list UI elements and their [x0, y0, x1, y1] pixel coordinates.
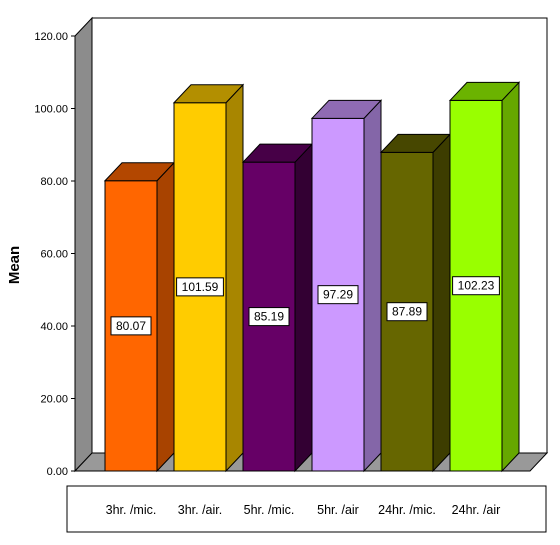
y-axis-label: Mean: [6, 246, 23, 284]
x-tick-label: 24hr. /mic.: [378, 503, 436, 517]
x-tick-label: 5hr. /air: [317, 503, 359, 517]
y-tick-label: 80.00: [40, 176, 68, 188]
x-axis-category-box: 3hr. /mic. 3hr. /air. 5hr. /mic. 5hr. /air 2…: [66, 485, 547, 533]
x-tick-label: 3hr. /air.: [178, 503, 222, 517]
category-box: [66, 485, 547, 533]
bar-top: [310, 99, 383, 119]
data-label: 97.29: [317, 285, 359, 305]
y-tick-label: 60.00: [40, 249, 68, 261]
data-label-text: 85.19: [254, 310, 284, 324]
y-tick-label: 20.00: [40, 394, 68, 406]
data-label-box: [317, 285, 359, 305]
data-label-text: 87.89: [392, 305, 422, 319]
bar-side: [156, 161, 175, 473]
bar-side: [501, 81, 520, 473]
data-label-box: [176, 277, 224, 297]
bar-side: [363, 99, 382, 473]
bar-top: [448, 81, 521, 101]
x-tick-label: 24hr. /air: [452, 503, 501, 517]
x-tick-label: 3hr. /mic.: [106, 503, 157, 517]
y-tick-label: 100.00: [34, 104, 68, 116]
data-label-text: 80.07: [116, 319, 146, 333]
side-wall: [74, 16, 93, 473]
x-tick-label: 5hr. /mic.: [244, 503, 295, 517]
bar-top: [172, 84, 245, 104]
data-label-box: [452, 276, 500, 296]
y-tick-label: 120.00: [34, 31, 68, 43]
y-axis: 0.00 20.00 40.00 60.00 80.00 100.00 120.00: [34, 31, 75, 478]
data-label-box: [386, 302, 428, 322]
data-label-box: [110, 316, 152, 336]
y-tick-label: 40.00: [40, 321, 68, 333]
bar-side: [294, 142, 313, 473]
data-label-text: 102.23: [458, 279, 495, 293]
data-labels: 80.07 101.59 85.19 97.29 87.89 102.23: [110, 276, 500, 336]
bar-side: [432, 133, 451, 473]
data-label: 101.59: [176, 277, 224, 297]
data-label: 85.19: [248, 307, 290, 327]
data-label-text: 97.29: [323, 288, 353, 302]
data-label-box: [248, 307, 290, 327]
data-label: 80.07: [110, 316, 152, 336]
data-label-text: 101.59: [182, 280, 219, 294]
data-label: 87.89: [386, 302, 428, 322]
y-tick-label: 0.00: [47, 466, 68, 478]
bar-side: [225, 83, 244, 473]
data-label: 102.23: [452, 276, 500, 296]
